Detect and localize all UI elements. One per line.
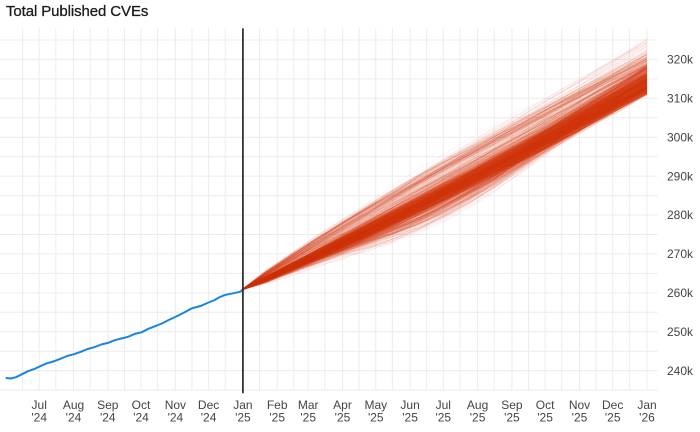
svg-text:'24: '24 <box>100 411 116 425</box>
svg-text:'25: '25 <box>402 411 418 425</box>
svg-text:Dec: Dec <box>198 398 219 412</box>
svg-text:Nov: Nov <box>569 398 590 412</box>
svg-text:300k: 300k <box>667 130 694 144</box>
svg-text:Dec: Dec <box>602 398 623 412</box>
svg-text:270k: 270k <box>667 247 694 261</box>
svg-text:'25: '25 <box>470 411 486 425</box>
svg-text:260k: 260k <box>667 286 694 300</box>
svg-text:Sep: Sep <box>97 398 119 412</box>
svg-text:240k: 240k <box>667 364 694 378</box>
svg-text:Apr: Apr <box>333 398 352 412</box>
svg-text:Aug: Aug <box>63 398 84 412</box>
svg-text:Mar: Mar <box>298 398 319 412</box>
svg-text:'25: '25 <box>435 411 451 425</box>
svg-text:'25: '25 <box>537 411 553 425</box>
svg-text:'24: '24 <box>31 411 47 425</box>
svg-text:'26: '26 <box>639 411 655 425</box>
svg-text:310k: 310k <box>667 92 694 106</box>
svg-text:Jun: Jun <box>400 398 419 412</box>
svg-text:May: May <box>364 398 387 412</box>
svg-text:'24: '24 <box>168 411 184 425</box>
svg-text:Feb: Feb <box>267 398 288 412</box>
svg-text:Oct: Oct <box>536 398 555 412</box>
svg-text:290k: 290k <box>667 169 694 183</box>
svg-text:'25: '25 <box>235 411 251 425</box>
svg-text:Jan: Jan <box>637 398 656 412</box>
svg-text:280k: 280k <box>667 208 694 222</box>
svg-text:'25: '25 <box>335 411 351 425</box>
svg-text:'25: '25 <box>605 411 621 425</box>
svg-text:Aug: Aug <box>467 398 488 412</box>
svg-text:'25: '25 <box>368 411 384 425</box>
svg-text:'25: '25 <box>269 411 285 425</box>
svg-text:Sep: Sep <box>501 398 523 412</box>
svg-text:'24: '24 <box>201 411 217 425</box>
svg-text:Jul: Jul <box>32 398 47 412</box>
svg-text:'25: '25 <box>300 411 316 425</box>
svg-text:'25: '25 <box>504 411 520 425</box>
svg-text:'24: '24 <box>66 411 82 425</box>
svg-text:Oct: Oct <box>132 398 151 412</box>
svg-text:'24: '24 <box>133 411 149 425</box>
svg-text:'25: '25 <box>572 411 588 425</box>
svg-text:320k: 320k <box>667 53 694 67</box>
svg-text:250k: 250k <box>667 325 694 339</box>
svg-text:Jan: Jan <box>233 398 252 412</box>
svg-text:Jul: Jul <box>436 398 451 412</box>
svg-text:Nov: Nov <box>165 398 186 412</box>
